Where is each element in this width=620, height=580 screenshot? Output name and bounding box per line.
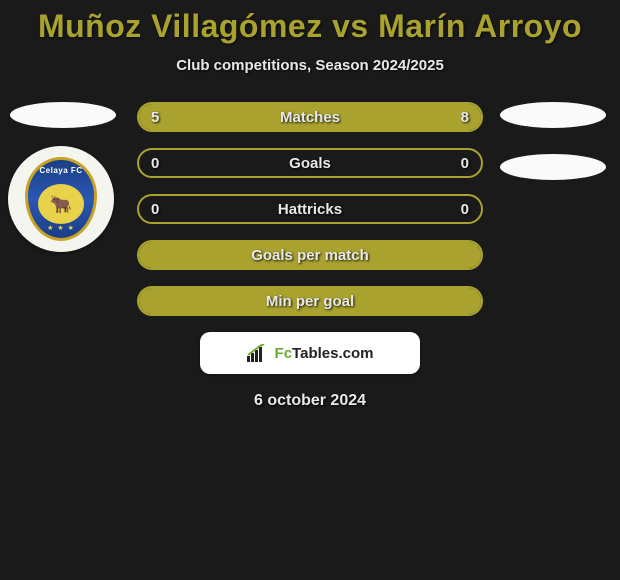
stat-bar-min-per-goal: Min per goal (137, 286, 483, 316)
crest-stars: ★ ★ ★ (28, 224, 94, 232)
stat-label: Goals (139, 150, 481, 176)
left-club-badge: Celaya FC 🐂 ★ ★ ★ (8, 146, 114, 252)
crest-text: Celaya FC (28, 166, 94, 175)
attribution-box: FcTables.com (200, 332, 420, 374)
attribution-suffix: Tables.com (292, 345, 373, 362)
stat-bar-hattricks: 00Hattricks (137, 194, 483, 224)
stat-label: Min per goal (139, 288, 481, 314)
page-title: Muñoz Villagómez vs Marín Arroyo (0, 0, 620, 45)
stat-label: Matches (139, 104, 481, 130)
stat-bars: 58Matches 00Goals 00Hattricks Goals per mat… (137, 102, 483, 316)
attribution-text: FcTables.com (275, 345, 374, 362)
club-crest: Celaya FC 🐂 ★ ★ ★ (25, 157, 97, 241)
stat-label: Hattricks (139, 196, 481, 222)
stat-label: Goals per match (139, 242, 481, 268)
footer-date: 6 october 2024 (0, 392, 620, 410)
comparison-area: Celaya FC 🐂 ★ ★ ★ 58Matches 00Goals 00Hatt… (0, 102, 620, 316)
attribution-prefix: Fc (275, 345, 293, 362)
infographic-root: Muñoz Villagómez vs Marín Arroyo Club co… (0, 0, 620, 580)
right-player-column (498, 102, 608, 180)
right-club-badge-placeholder (500, 154, 606, 180)
page-subtitle: Club competitions, Season 2024/2025 (0, 57, 620, 74)
stat-bar-goals: 00Goals (137, 148, 483, 178)
stat-bar-matches: 58Matches (137, 102, 483, 132)
chart-icon (247, 344, 269, 362)
right-player-photo-placeholder (500, 102, 606, 128)
bull-icon: 🐂 (50, 194, 72, 215)
crest-shield: Celaya FC 🐂 ★ ★ ★ (25, 157, 97, 241)
crest-inner-circle: 🐂 (38, 184, 84, 224)
stat-bar-goals-per-match: Goals per match (137, 240, 483, 270)
left-player-photo-placeholder (10, 102, 116, 128)
left-player-column: Celaya FC 🐂 ★ ★ ★ (8, 102, 118, 252)
